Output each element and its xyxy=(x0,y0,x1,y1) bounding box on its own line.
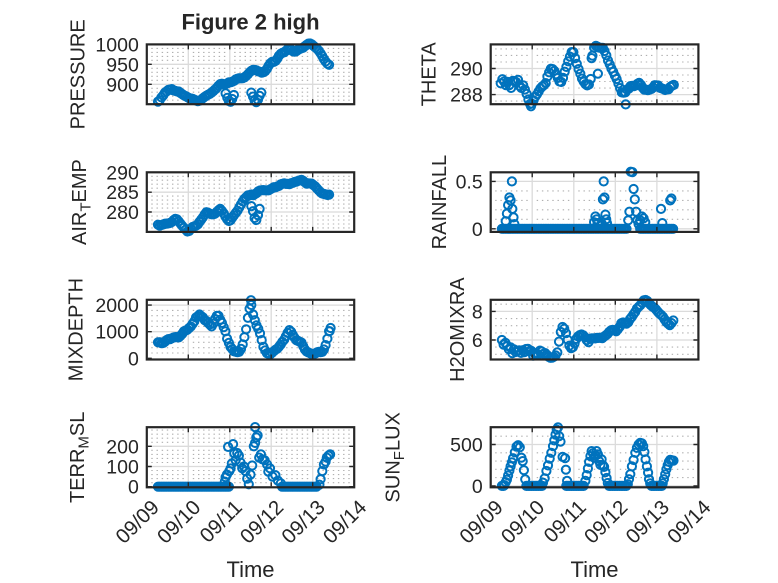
svg-text:PRESSURE: PRESSURE xyxy=(68,19,90,129)
svg-text:0: 0 xyxy=(472,219,483,241)
svg-text:290: 290 xyxy=(450,59,483,81)
svg-text:THETA: THETA xyxy=(419,42,441,107)
svg-text:2000: 2000 xyxy=(95,295,139,317)
svg-text:285: 285 xyxy=(106,182,139,204)
svg-text:200: 200 xyxy=(106,436,139,458)
svg-text:280: 280 xyxy=(106,202,139,224)
svg-text:0.5: 0.5 xyxy=(456,171,483,193)
svg-text:0: 0 xyxy=(128,477,139,499)
svg-text:0: 0 xyxy=(128,348,139,370)
svg-text:950: 950 xyxy=(106,54,139,76)
svg-text:RAINFALL: RAINFALL xyxy=(429,155,451,249)
svg-text:Time: Time xyxy=(226,557,274,582)
svg-text:AIRTEMP: AIRTEMP xyxy=(69,159,95,245)
svg-text:MIXDEPTH: MIXDEPTH xyxy=(66,278,88,381)
svg-text:H2OMIXRA: H2OMIXRA xyxy=(447,277,469,382)
svg-text:6: 6 xyxy=(472,330,483,352)
svg-text:Figure 2 high: Figure 2 high xyxy=(181,10,319,35)
svg-text:288: 288 xyxy=(450,85,483,107)
svg-text:Time: Time xyxy=(570,557,618,582)
svg-text:900: 900 xyxy=(106,74,139,96)
svg-text:500: 500 xyxy=(450,435,483,457)
svg-text:0: 0 xyxy=(472,476,483,498)
svg-text:8: 8 xyxy=(472,301,483,323)
svg-text:1000: 1000 xyxy=(95,34,139,56)
svg-text:100: 100 xyxy=(106,457,139,479)
svg-text:TERRMSL: TERRMSL xyxy=(67,412,93,503)
svg-text:1000: 1000 xyxy=(95,322,139,344)
svg-text:290: 290 xyxy=(106,162,139,184)
